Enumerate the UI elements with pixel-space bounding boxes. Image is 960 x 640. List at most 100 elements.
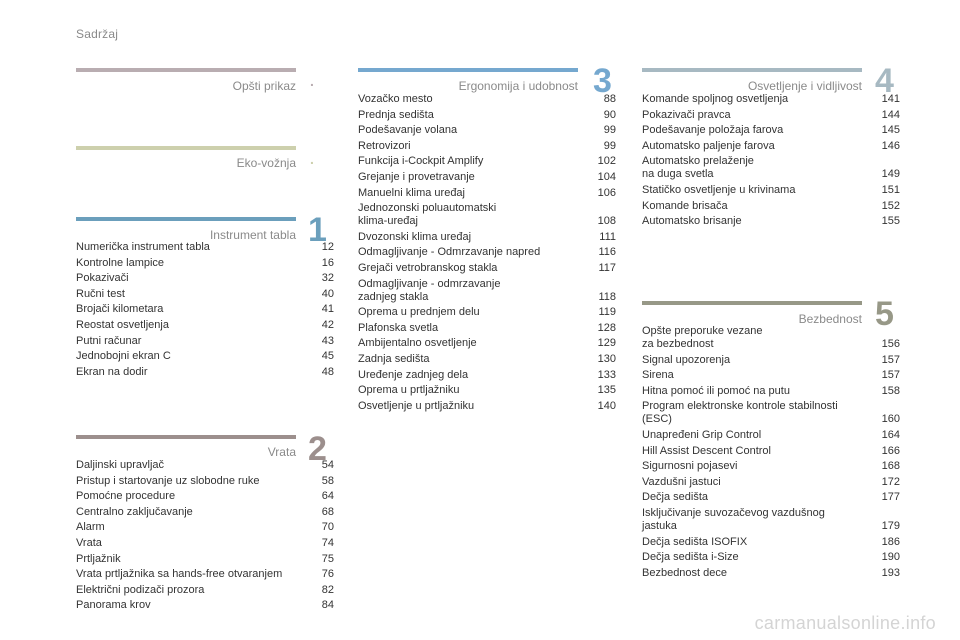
- toc-entry[interactable]: Hitna pomoć ili pomoć na putu 158: [642, 385, 900, 398]
- toc-entry[interactable]: Vrata 74: [76, 537, 334, 550]
- toc-entry[interactable]: Oprema u prednjem delu 119: [358, 306, 616, 319]
- toc-entry[interactable]: Isključivanje suvozačevog vazdušnog jast…: [642, 507, 900, 533]
- toc-entry-label: Vozačko mesto: [358, 93, 433, 105]
- toc-entry[interactable]: Sirena 157: [642, 369, 900, 382]
- toc-entry[interactable]: Plafonska svetla 128: [358, 322, 616, 335]
- toc-entry[interactable]: Program elektronske kontrole stabilnosti…: [642, 400, 900, 426]
- toc-entry[interactable]: Brojači kilometara 41: [76, 303, 334, 316]
- toc-entry-page: 157: [881, 369, 900, 382]
- toc-entry[interactable]: Automatsko prelaženje na duga svetla 149: [642, 155, 900, 181]
- toc-entry[interactable]: Ambijentalno osvetljenje 129: [358, 337, 616, 350]
- toc-entry[interactable]: Automatsko brisanje 155: [642, 215, 900, 228]
- section-title: Bezbednost: [798, 312, 862, 326]
- toc-entry[interactable]: Panorama krov 84: [76, 599, 334, 612]
- toc-entry[interactable]: Vrata prtljažnika sa hands-free otvaranj…: [76, 568, 334, 581]
- toc-entry-page: 82: [321, 583, 334, 596]
- toc-entry[interactable]: Automatsko paljenje farova 146: [642, 140, 900, 153]
- toc-entry[interactable]: Pomoćne procedure 64: [76, 490, 334, 503]
- section-bar: [642, 68, 862, 72]
- toc-entry-label: Komande brisača: [642, 199, 728, 212]
- toc-entry[interactable]: Prtljažnik 75: [76, 553, 334, 566]
- toc-entry-page: 145: [881, 124, 900, 137]
- toc-entry-label: Prtljažnik: [76, 552, 121, 565]
- toc-entry[interactable]: Manuelni klima uređaj 106: [358, 187, 616, 200]
- toc-entry[interactable]: Signal upozorenja 157: [642, 354, 900, 367]
- toc-entry[interactable]: Reostat osvetljenja 42: [76, 319, 334, 332]
- toc-entry-label: Automatsko paljenje farova: [642, 139, 775, 152]
- toc-entry[interactable]: Hill Assist Descent Control 166: [642, 445, 900, 458]
- toc-entry-page: 149: [881, 168, 900, 181]
- toc-entry-page: 104: [597, 170, 616, 183]
- toc-entry-page: 130: [597, 352, 616, 365]
- toc-entry[interactable]: Grejanje i provetravanje 104: [358, 171, 616, 184]
- toc-entry[interactable]: Retrovizori 99: [358, 140, 616, 153]
- toc-entry-page: 157: [881, 353, 900, 366]
- section-number: 4: [875, 62, 894, 100]
- toc-entry[interactable]: Ekran na dodir 48: [76, 366, 334, 379]
- toc-entry[interactable]: Uređenje zadnjeg dela 133: [358, 369, 616, 382]
- toc-entry-page: 48: [321, 365, 334, 378]
- toc-entry[interactable]: Odmagljivanje - Odmrzavanje napred 116: [358, 246, 616, 259]
- toc-entry[interactable]: Centralno zaključavanje 68: [76, 506, 334, 519]
- toc-entry-label: Bezbednost dece: [642, 566, 728, 579]
- toc-entry[interactable]: Statičko osvetljenje u krivinama 151: [642, 184, 900, 197]
- toc-entry[interactable]: Bezbednost dece 193: [642, 567, 900, 580]
- toc-entry-label: Putni računar: [76, 334, 142, 347]
- toc-entry[interactable]: Pokazivači pravca 144: [642, 109, 900, 122]
- toc-entry[interactable]: Dečja sedišta 177: [642, 491, 900, 504]
- toc-entry[interactable]: Daljinski upravljač 54: [76, 459, 334, 472]
- toc-entry[interactable]: Opšte preporuke vezane za bezbednost 156: [642, 325, 900, 351]
- toc-entry[interactable]: Komande brisača 152: [642, 200, 900, 213]
- toc-entry[interactable]: Kontrolne lampice 16: [76, 257, 334, 270]
- toc-entry[interactable]: Električni podizači prozora 82: [76, 584, 334, 597]
- toc-entry[interactable]: Osvetljenje u prtljažniku 140: [358, 400, 616, 413]
- toc-entry-label: Panorama krov: [76, 599, 151, 612]
- toc-entry[interactable]: Prednja sedišta 90: [358, 109, 616, 122]
- toc-entry[interactable]: Komande spoljnog osvetljenja 141: [642, 93, 900, 106]
- toc-entry[interactable]: Jednobojni ekran C 45: [76, 350, 334, 363]
- toc-entry[interactable]: Funkcija i-Cockpit Amplify 102: [358, 155, 616, 168]
- section-opsti-prikaz: Opšti prikaz .: [76, 68, 314, 98]
- toc-entry[interactable]: Oprema u prtljažniku 135: [358, 384, 616, 397]
- toc-entry[interactable]: Sigurnosni pojasevi 168: [642, 460, 900, 473]
- toc-entry[interactable]: Odmagljivanje - odmrzavanje zadnjeg stak…: [358, 278, 616, 304]
- toc-entry[interactable]: Dečja sedišta ISOFIX 186: [642, 536, 900, 549]
- toc-entry-page: 74: [321, 536, 334, 549]
- toc-entry-label: Dečja sedišta i-Size: [642, 551, 739, 564]
- toc-entry[interactable]: Podešavanje volana 99: [358, 124, 616, 137]
- toc-entry-page: 166: [881, 444, 900, 457]
- toc-entry-label: Sigurnosni pojasevi: [642, 460, 738, 473]
- toc-entry[interactable]: Putni računar 43: [76, 335, 334, 348]
- toc-entry-page: 155: [881, 215, 900, 228]
- toc-entry-label: Daljinski upravljač: [76, 459, 165, 471]
- toc-entry[interactable]: Pristup i startovanje uz slobodne ruke 58: [76, 475, 334, 488]
- toc-list: Opšte preporuke vezane za bezbednost 156 S…: [642, 325, 900, 582]
- toc-entry-page: 119: [598, 306, 616, 319]
- toc-entry-page: 64: [321, 490, 334, 503]
- toc-entry[interactable]: Vazdušni jastuci 172: [642, 476, 900, 489]
- toc-list: Daljinski upravljač 54 Pristup i startovan…: [76, 459, 334, 615]
- toc-entry[interactable]: Pokazivači 32: [76, 272, 334, 285]
- toc-entry-label: Isključivanje suvozačevog vazdušnog jast…: [642, 506, 825, 532]
- toc-entry[interactable]: Podešavanje položaja farova 145: [642, 124, 900, 137]
- toc-list: Komande spoljnog osvetljenja 141 Pokazivač…: [642, 93, 900, 231]
- toc-entry[interactable]: Alarm 70: [76, 521, 334, 534]
- toc-entry[interactable]: Dvozonski klima uređaj 111: [358, 231, 616, 244]
- toc-entry-page: 190: [881, 551, 900, 564]
- toc-entry[interactable]: Numerička instrument tabla 12: [76, 241, 334, 254]
- toc-entry[interactable]: Vozačko mesto 88: [358, 93, 616, 106]
- toc-entry[interactable]: Ručni test 40: [76, 288, 334, 301]
- toc-entry[interactable]: Dečja sedišta i-Size 190: [642, 551, 900, 564]
- toc-entry[interactable]: Jednozonski poluautomatski klima-uređaj 1…: [358, 202, 616, 228]
- toc-entry[interactable]: Unapređeni Grip Control 164: [642, 429, 900, 442]
- toc-entry-page: 45: [321, 350, 334, 363]
- toc-entry-label: Hitna pomoć ili pomoć na putu: [642, 384, 790, 397]
- toc-entry[interactable]: Zadnja sedišta 130: [358, 353, 616, 366]
- toc-entry[interactable]: Grejači vetrobranskog stakla 117: [358, 262, 616, 275]
- toc-entry-label: Pokazivači pravca: [642, 108, 731, 121]
- toc-entry-label: Jednobojni ekran C: [76, 350, 171, 363]
- section-bar: [76, 146, 296, 150]
- toc-entry-label: Vazdušni jastuci: [642, 475, 721, 488]
- section-number: 3: [593, 62, 612, 100]
- toc-entry-page: 151: [881, 183, 900, 196]
